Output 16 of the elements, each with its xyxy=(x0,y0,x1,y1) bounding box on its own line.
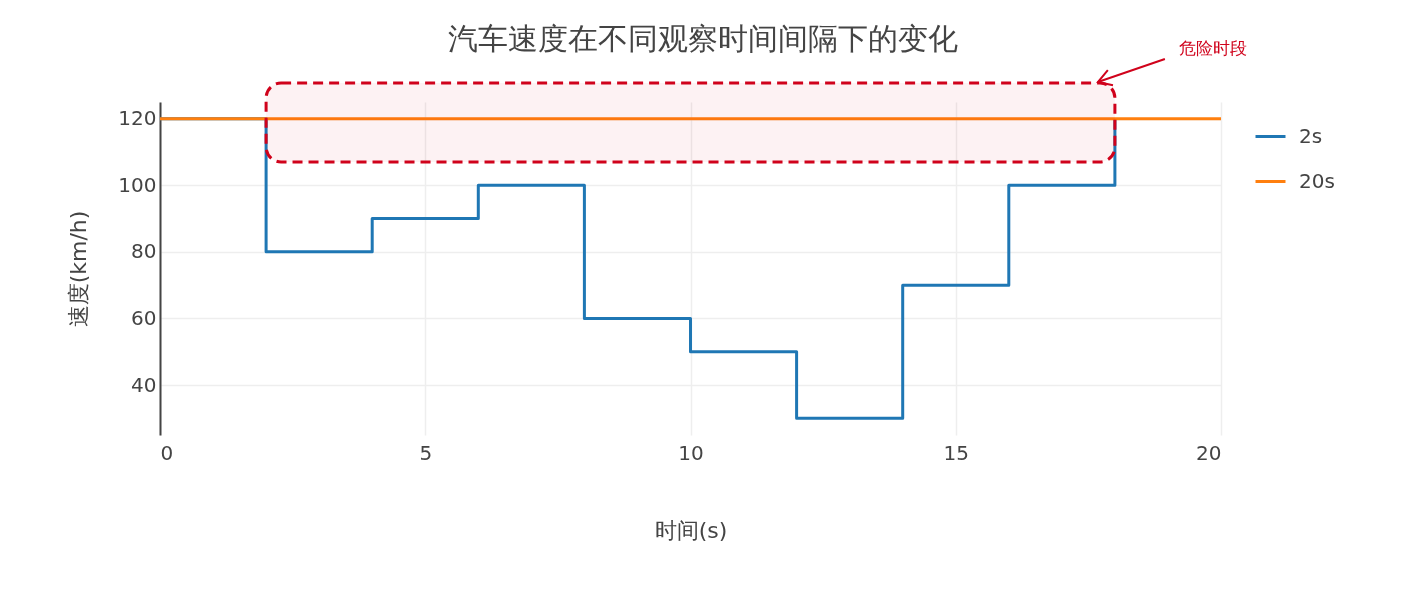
x-tick-label: 15 xyxy=(943,440,969,465)
x-tick-label: 5 xyxy=(419,440,433,465)
legend-label: 20s xyxy=(1299,168,1335,193)
x-axis-title: 时间(s) xyxy=(654,517,728,543)
y-tick-label: 120 xyxy=(118,106,157,131)
y-axis-title: 速度(km/h) xyxy=(65,210,91,328)
y-tick-label: 100 xyxy=(118,172,157,197)
x-tick-label: 20 xyxy=(1196,440,1222,465)
y-tick-label: 80 xyxy=(131,239,157,264)
band-label: 危险时段 xyxy=(1178,38,1247,58)
y-tick-label: 40 xyxy=(131,372,157,397)
legend-label: 2s xyxy=(1299,123,1323,148)
x-tick-label: 10 xyxy=(678,440,704,465)
y-tick-label: 60 xyxy=(131,305,157,330)
x-tick-label: 0 xyxy=(160,440,174,465)
chart-title: 汽车速度在不同观察时间间隔下的变化 xyxy=(447,21,958,56)
